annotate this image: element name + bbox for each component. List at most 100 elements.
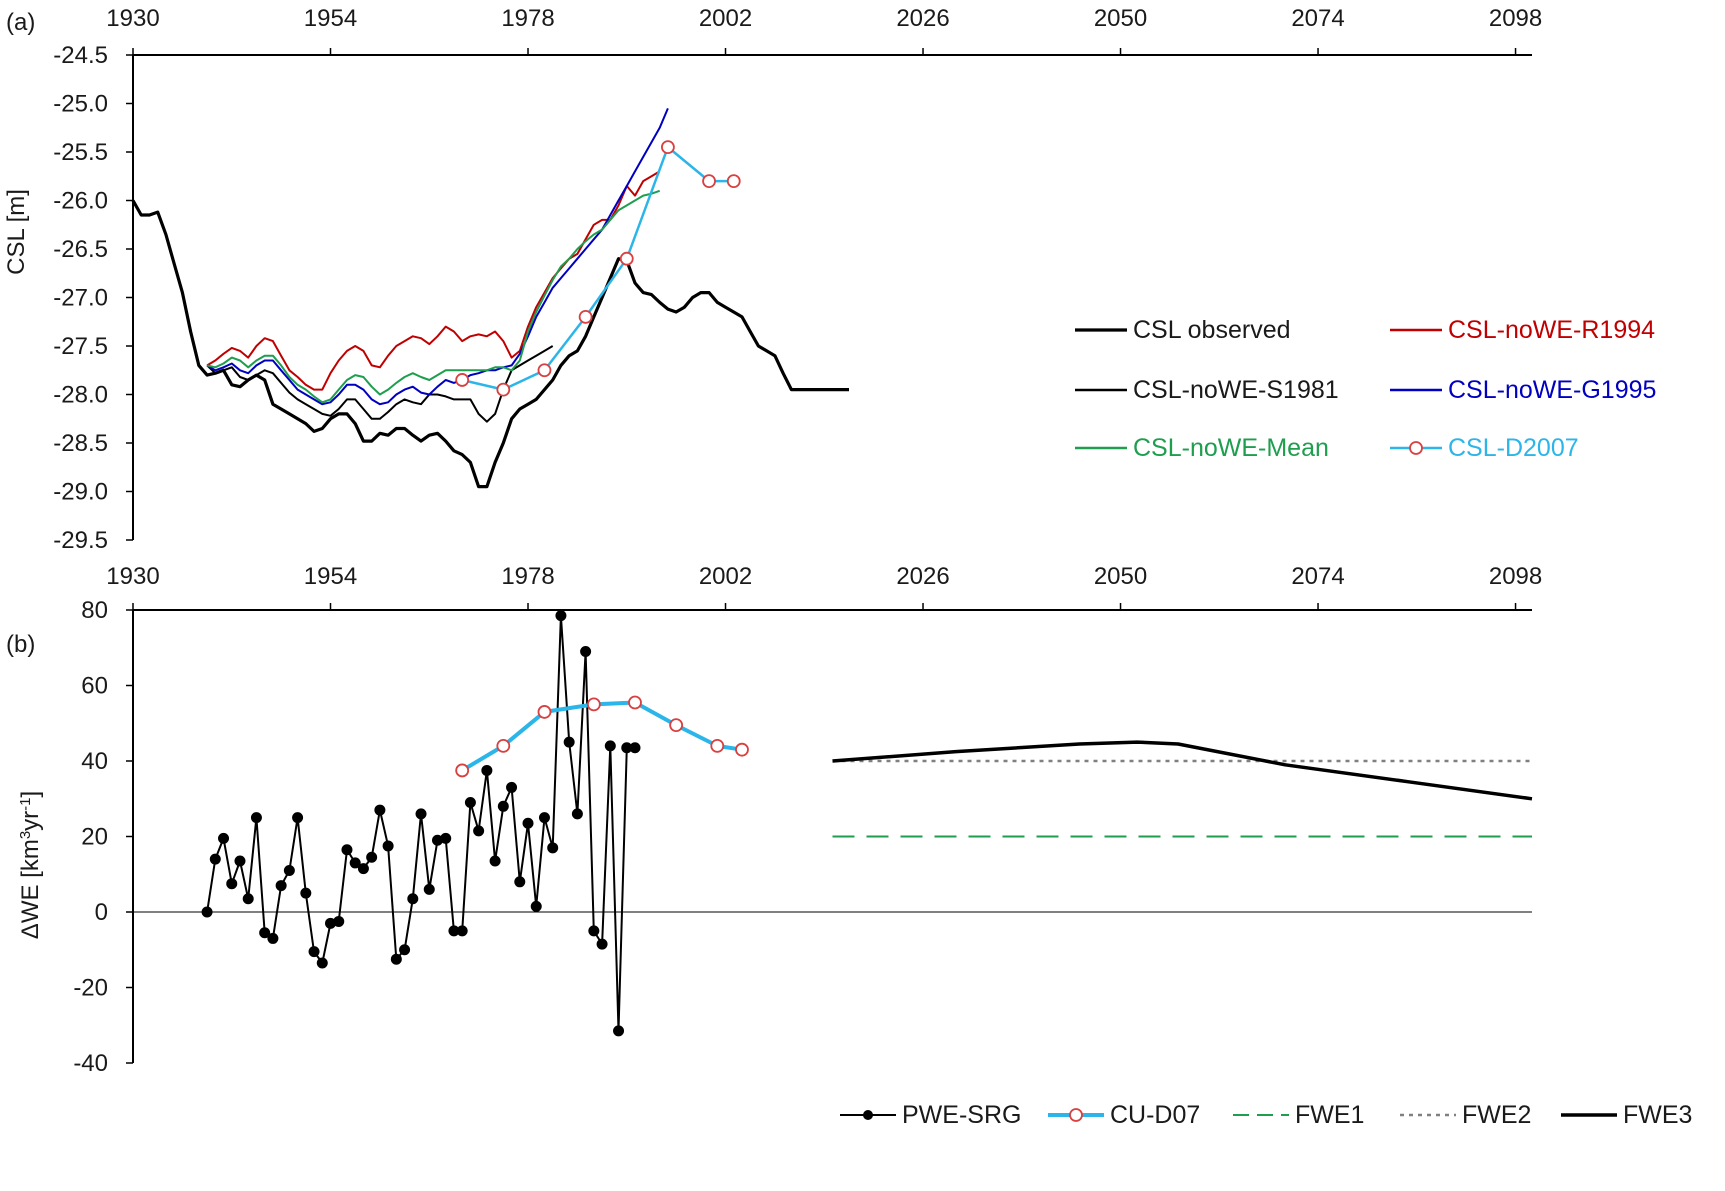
panel-a-x-tick-label: 1978 xyxy=(501,5,554,32)
data-point-pwe-srg xyxy=(415,808,427,820)
data-point-cu-d07 xyxy=(496,739,511,753)
data-point-pwe-srg xyxy=(333,915,345,927)
data-point-pwe-srg xyxy=(604,740,616,752)
panel-b-x-tick-label: 1978 xyxy=(501,563,554,590)
data-point-pwe-srg xyxy=(456,925,468,937)
data-point-csl-d2007 xyxy=(702,174,716,189)
panel-b-y-tick-label: 80 xyxy=(81,597,108,624)
data-point-pwe-srg xyxy=(489,855,501,867)
data-point-pwe-srg xyxy=(538,812,550,824)
panel-b-y-tick-label: 20 xyxy=(81,824,108,851)
legend-label-csl-nowe-s1981: CSL-noWE-S1981 xyxy=(1133,376,1339,404)
data-point-pwe-srg xyxy=(530,900,542,912)
series-csl-nowe-s1981 xyxy=(206,345,554,423)
data-point-pwe-srg xyxy=(629,742,641,754)
data-point-pwe-srg xyxy=(250,812,262,824)
data-point-cu-d07 xyxy=(455,763,470,778)
panel-b-label: (b) xyxy=(6,631,35,658)
panel-a-y-axis-label: CSL [m] xyxy=(3,189,30,275)
data-point-pwe-srg xyxy=(366,851,378,863)
series-line-csl-nowe-s1981 xyxy=(206,345,554,423)
data-point-cu-d07 xyxy=(586,697,601,712)
panel-b-y-tick-label: 60 xyxy=(81,673,108,700)
legend-label-fwe1: FWE1 xyxy=(1295,1101,1364,1129)
panel-a-series xyxy=(131,108,849,489)
series-fwe3 xyxy=(832,740,1533,801)
legend-item-csl-d2007: CSL-D2007 xyxy=(1390,434,1579,462)
legend-item-csl-observed: CSL observed xyxy=(1075,316,1291,344)
panel-a-x-tick-label: 2098 xyxy=(1489,5,1542,32)
data-point-pwe-srg xyxy=(349,857,361,869)
panel-a-legend: CSL observed CSL-noWE-R1994 CSL-noWE-S1981… xyxy=(1075,316,1656,462)
panel-a-x-tick-label: 2050 xyxy=(1094,5,1147,32)
data-point-pwe-srg xyxy=(341,844,353,856)
legend-label-fwe2: FWE2 xyxy=(1462,1101,1531,1129)
data-point-pwe-srg xyxy=(209,853,221,865)
data-point-pwe-srg xyxy=(440,832,452,844)
data-point-pwe-srg xyxy=(283,864,295,876)
panel-a-x-tick-label: 2074 xyxy=(1291,5,1344,32)
panel-b-axes: 1930 1954 1978 2002 2026 2050 2074 2098 80 60 40 20… xyxy=(73,563,1542,1077)
data-point-pwe-srg xyxy=(308,946,320,958)
panel-b-y-axis-label: ΔWE [km3yr-1] xyxy=(17,791,45,939)
data-point-csl-d2007 xyxy=(537,363,552,378)
panel-a-y-tick-label: -29.5 xyxy=(53,527,108,554)
data-point-cu-d07 xyxy=(710,739,725,753)
legend-label-csl-observed: CSL observed xyxy=(1133,316,1291,344)
legend-marker-cu-d07 xyxy=(1069,1108,1083,1122)
data-point-pwe-srg xyxy=(473,825,485,837)
panel-b-y-tick-label: -20 xyxy=(73,975,108,1002)
data-point-pwe-srg xyxy=(580,646,592,658)
data-point-pwe-srg xyxy=(571,808,583,820)
panel-b-y-tick-label: 40 xyxy=(81,748,108,775)
data-point-cu-d07 xyxy=(628,695,642,710)
data-point-pwe-srg xyxy=(316,957,328,969)
series-pwe-srg xyxy=(201,610,641,1037)
series-csl-d2007 xyxy=(455,140,741,397)
legend-item-csl-nowe-mean: CSL-noWE-Mean xyxy=(1075,434,1329,462)
data-point-pwe-srg xyxy=(613,1025,625,1037)
data-point-pwe-srg xyxy=(234,855,246,867)
series-cu-d07 xyxy=(455,695,749,778)
legend-item-csl-nowe-r1994: CSL-noWE-R1994 xyxy=(1390,316,1655,344)
panel-b-y-tick-label: -40 xyxy=(73,1050,108,1077)
series-csl-nowe-g1995 xyxy=(206,108,669,406)
data-point-pwe-srg xyxy=(522,817,534,829)
series-csl-nowe-mean xyxy=(206,189,661,404)
legend-label-csl-nowe-r1994: CSL-noWE-R1994 xyxy=(1448,316,1655,344)
data-point-pwe-srg xyxy=(399,944,411,956)
legend-label-csl-nowe-g1995: CSL-noWE-G1995 xyxy=(1448,376,1656,404)
panel-a-csl-chart: (a) CSL [m] 1930 1954 1978 2002 2026 2050 2074… xyxy=(3,5,1656,554)
data-point-pwe-srg xyxy=(259,927,271,939)
panel-b-x-tick-label: 1930 xyxy=(106,563,159,590)
data-point-pwe-srg xyxy=(275,880,287,892)
legend-item-csl-nowe-g1995: CSL-noWE-G1995 xyxy=(1390,376,1656,404)
data-point-pwe-srg xyxy=(555,610,567,622)
legend-item-fwe2: FWE2 xyxy=(1400,1101,1531,1129)
panel-b-legend: PWE-SRG CU-D07 FWE1 FWE2 FWE3 xyxy=(840,1101,1692,1129)
legend-label-cu-d07: CU-D07 xyxy=(1110,1101,1200,1129)
panel-b-x-tick-label: 2074 xyxy=(1291,563,1344,590)
panel-a-x-tick-label: 1954 xyxy=(304,5,357,32)
legend-marker-pwe-srg xyxy=(863,1110,873,1120)
data-point-pwe-srg xyxy=(300,887,312,899)
data-point-pwe-srg xyxy=(357,863,369,875)
panel-a-y-tick-label: -27.0 xyxy=(53,285,108,312)
panel-a-x-tick-label: 1930 xyxy=(106,5,159,32)
data-point-cu-d07 xyxy=(537,705,552,719)
data-point-pwe-srg xyxy=(423,883,435,895)
data-point-pwe-srg xyxy=(267,932,279,944)
panel-a-axes: 1930 1954 1978 2002 2026 2050 2074 2098 -24.5 -25… xyxy=(53,5,1542,554)
data-point-cu-d07 xyxy=(669,718,684,733)
data-point-csl-d2007 xyxy=(619,251,634,266)
panel-b-x-tick-label: 2002 xyxy=(699,563,752,590)
legend-item-fwe3: FWE3 xyxy=(1561,1101,1692,1129)
panel-b-x-tick-label: 2026 xyxy=(896,563,949,590)
data-point-csl-d2007 xyxy=(455,373,470,387)
panel-a-y-tick-label: -26.0 xyxy=(53,188,108,215)
legend-label-pwe-srg: PWE-SRG xyxy=(902,1101,1021,1129)
legend-item-fwe1: FWE1 xyxy=(1233,1101,1364,1129)
data-point-csl-d2007 xyxy=(496,382,511,397)
legend-item-cu-d07: CU-D07 xyxy=(1048,1101,1200,1129)
